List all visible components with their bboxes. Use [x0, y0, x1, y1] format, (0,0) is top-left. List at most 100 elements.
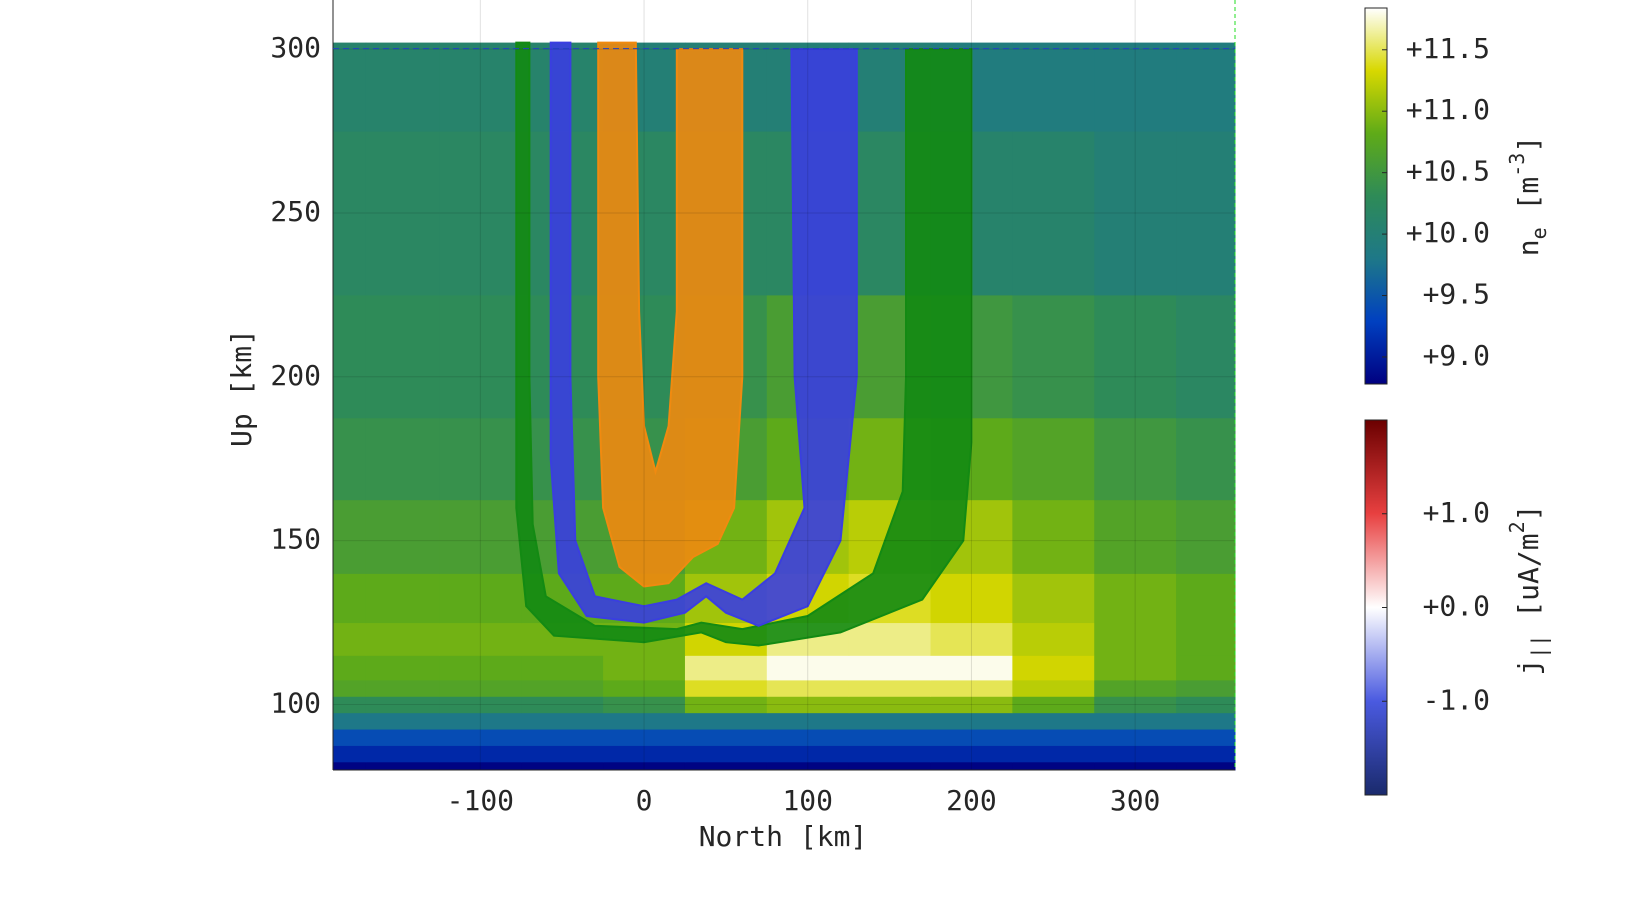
heat-cell — [1094, 655, 1177, 681]
heat-cell — [684, 729, 768, 746]
label-part: [m — [1512, 177, 1545, 228]
label-part: -3 — [1505, 153, 1529, 177]
x-tick-label: 300 — [1110, 784, 1161, 817]
label-part: 2 — [1505, 521, 1529, 533]
heat-cell — [365, 42, 440, 132]
heat-cell — [930, 696, 1013, 714]
colorbar-tick-label: +1.0 — [1423, 496, 1490, 529]
heat-cell — [1176, 417, 1236, 501]
heat-cell — [1094, 696, 1177, 714]
heat-cell — [1094, 745, 1177, 763]
heat-cell — [1094, 679, 1177, 697]
heat-cell — [333, 696, 367, 714]
colorbar-tick-label: +11.5 — [1406, 32, 1490, 65]
heat-cell — [365, 655, 440, 681]
heat-cell — [333, 499, 367, 574]
heat-cell — [603, 696, 686, 714]
heat-cell — [1012, 42, 1095, 132]
heat-cell — [766, 729, 850, 746]
heat-cell — [365, 761, 440, 771]
heat-cell — [1176, 761, 1236, 771]
heat-cell — [1012, 729, 1095, 746]
y-axis-label: Up [km] — [225, 329, 258, 447]
heat-cell — [365, 499, 440, 574]
heat-cell — [1012, 712, 1095, 730]
y-tick-label: 150 — [270, 523, 321, 556]
heat-cell — [1012, 622, 1095, 656]
colorbar-tick-label: +9.0 — [1423, 339, 1490, 372]
heat-cell — [603, 712, 686, 730]
heat-cell — [848, 745, 932, 763]
heat-cell — [365, 679, 440, 697]
heat-cell — [1012, 745, 1095, 763]
field-line-band — [597, 41, 744, 588]
heat-cell — [439, 745, 522, 763]
heat-cell — [439, 42, 522, 132]
colorbar-tick-label: +11.0 — [1406, 93, 1490, 126]
heat-cell — [1012, 294, 1095, 419]
heat-cell — [333, 712, 367, 730]
heat-cell — [1176, 729, 1236, 746]
heat-cell — [333, 573, 367, 624]
heat-cell — [1012, 696, 1095, 714]
heat-cell — [439, 622, 522, 656]
heat-cell — [1176, 712, 1236, 730]
heat-cell — [1094, 622, 1177, 656]
colorbar-tick-label: -1.0 — [1423, 683, 1490, 716]
heat-cell — [766, 712, 850, 730]
colorbar-label: ne [m-3] — [1505, 136, 1551, 256]
heat-cell — [521, 745, 604, 763]
label-part: j — [1512, 659, 1545, 676]
heat-cell — [766, 655, 850, 681]
heat-cell — [766, 761, 850, 771]
heat-cell — [1094, 42, 1177, 132]
heat-cell — [603, 679, 686, 697]
field-line-band — [515, 41, 973, 647]
heat-cell — [365, 417, 440, 501]
y-tick-label: 250 — [270, 195, 321, 228]
heat-cell — [365, 294, 440, 419]
heat-cell — [848, 655, 932, 681]
heat-cell — [1176, 42, 1236, 132]
heat-cell — [1176, 294, 1236, 419]
heat-cell — [848, 696, 932, 714]
heat-cell — [333, 622, 367, 656]
heat-cell — [930, 622, 1013, 656]
heat-cell — [1176, 131, 1236, 296]
heat-cell — [1176, 745, 1236, 763]
heat-cell — [333, 417, 367, 501]
plot-area — [333, 41, 1236, 771]
heat-cell — [603, 729, 686, 746]
heat-cell — [365, 729, 440, 746]
y-tick-label: 100 — [270, 686, 321, 719]
heat-cell — [521, 696, 604, 714]
heat-cell — [930, 573, 1013, 624]
heat-cell — [1012, 761, 1095, 771]
heat-cell — [930, 745, 1013, 763]
heat-cell — [333, 655, 367, 681]
field-line-band — [549, 41, 858, 627]
heat-cell — [1094, 131, 1177, 296]
x-tick-label: 100 — [782, 784, 833, 817]
heat-cell — [1012, 131, 1095, 296]
heat-cell — [439, 417, 522, 501]
x-tick-label: 200 — [946, 784, 997, 817]
heat-cell — [521, 679, 604, 697]
label-part: [uA/m — [1512, 533, 1545, 634]
heat-cell — [766, 679, 850, 697]
heat-cell — [1176, 573, 1236, 624]
heat-cell — [333, 42, 367, 132]
y-tick-label: 300 — [270, 31, 321, 64]
heat-cell — [333, 294, 367, 419]
heat-cell — [848, 679, 932, 697]
heat-cell — [930, 712, 1013, 730]
heat-cell — [333, 761, 367, 771]
colorbar-tick-label: +9.5 — [1423, 278, 1490, 311]
colorbar-tick-label: +0.0 — [1423, 590, 1490, 623]
heat-cell — [684, 761, 768, 771]
x-tick-label: 0 — [636, 784, 653, 817]
heat-cell — [439, 655, 522, 681]
heat-cell — [333, 745, 367, 763]
heat-cell — [1176, 679, 1236, 697]
heat-cell — [1094, 761, 1177, 771]
